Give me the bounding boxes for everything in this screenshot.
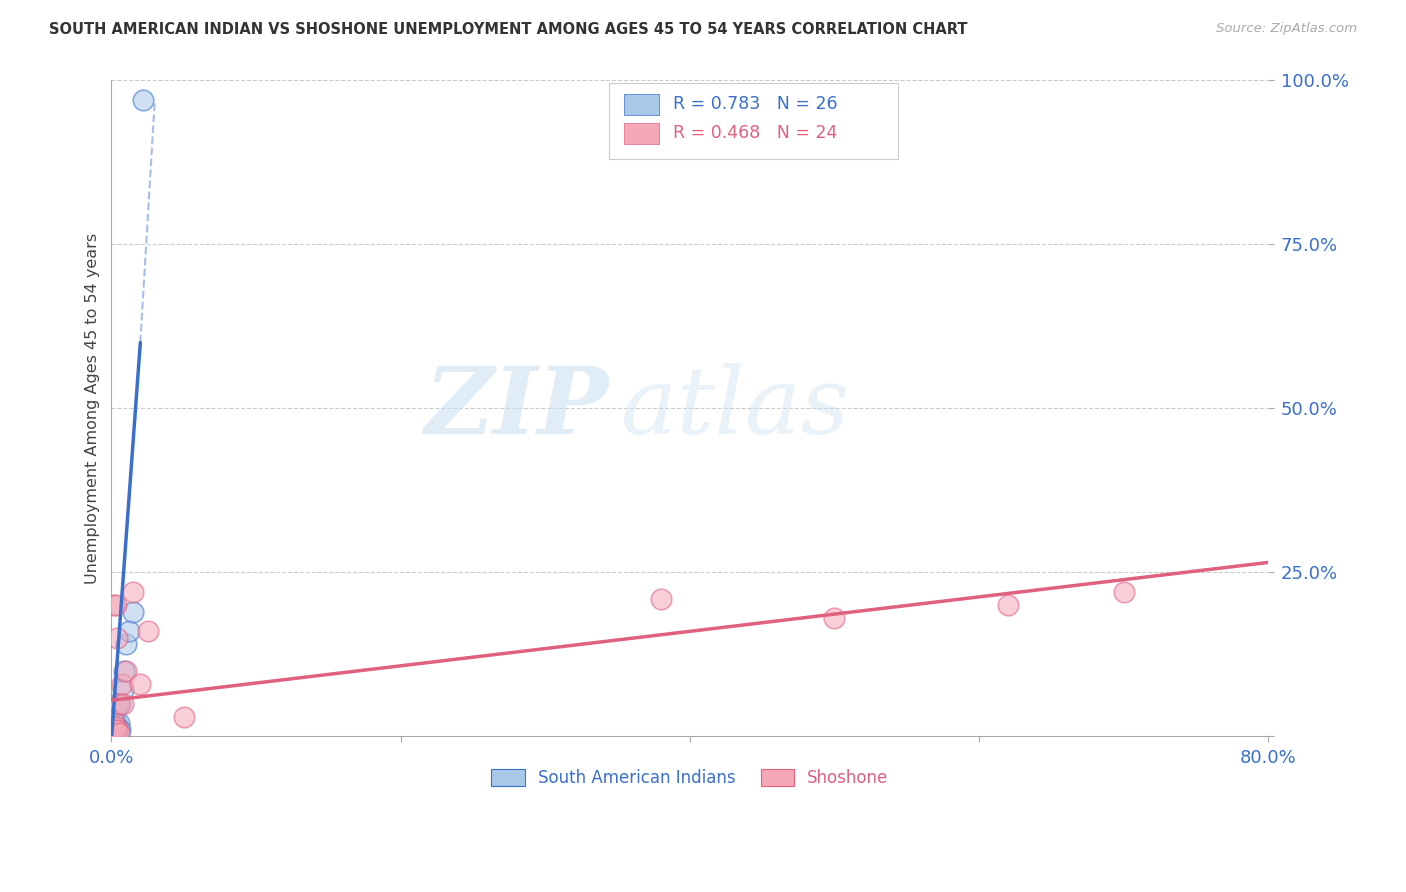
Point [101,726,124,740]
Point [111,697,134,711]
Point [1112,585,1135,599]
Point [101,716,124,731]
Point [104,598,127,612]
Point [129,677,152,691]
Point [103,726,125,740]
Text: R = 0.468   N = 24: R = 0.468 N = 24 [672,124,837,142]
Point [136,624,159,639]
Point [103,723,125,737]
Point [108,697,131,711]
Point [132,93,155,107]
Point [104,716,127,731]
Text: ZIP: ZIP [425,363,609,453]
Point [105,724,128,739]
Text: SOUTH AMERICAN INDIAN VS SHOSHONE UNEMPLOYMENT AMONG AGES 45 TO 54 YEARS CORRELA: SOUTH AMERICAN INDIAN VS SHOSHONE UNEMPL… [49,22,967,37]
Point [103,598,125,612]
Point [111,683,134,698]
Point [105,719,128,733]
FancyBboxPatch shape [624,122,658,144]
Point [105,697,128,711]
Point [101,724,124,739]
Point [108,723,131,737]
Point [101,719,124,733]
Point [103,719,125,733]
FancyBboxPatch shape [624,94,658,115]
Point [101,719,124,733]
Point [103,713,125,727]
Point [122,605,145,619]
Point [997,598,1019,612]
Point [118,624,141,639]
Point [104,719,127,733]
Text: Source: ZipAtlas.com: Source: ZipAtlas.com [1216,22,1357,36]
Point [107,697,129,711]
Point [101,726,124,740]
Point [107,726,129,740]
Point [103,726,125,740]
Point [650,591,672,606]
Point [122,585,145,599]
Point [107,723,129,737]
Text: atlas: atlas [620,363,851,453]
FancyBboxPatch shape [609,83,898,159]
Point [107,716,129,731]
Point [101,713,124,727]
Point [115,638,138,652]
Point [104,723,127,737]
Point [101,713,124,727]
Point [105,723,128,737]
Point [101,723,124,737]
Point [173,709,195,723]
Point [104,726,127,740]
Point [824,611,846,625]
Point [112,664,135,678]
Y-axis label: Unemployment Among Ages 45 to 54 years: Unemployment Among Ages 45 to 54 years [86,233,100,583]
Point [110,677,132,691]
Point [105,631,128,645]
Text: R = 0.783   N = 26: R = 0.783 N = 26 [672,95,837,113]
Point [115,664,138,678]
Legend: South American Indians, Shoshone: South American Indians, Shoshone [485,762,896,794]
Point [103,723,125,737]
Point [101,722,124,736]
